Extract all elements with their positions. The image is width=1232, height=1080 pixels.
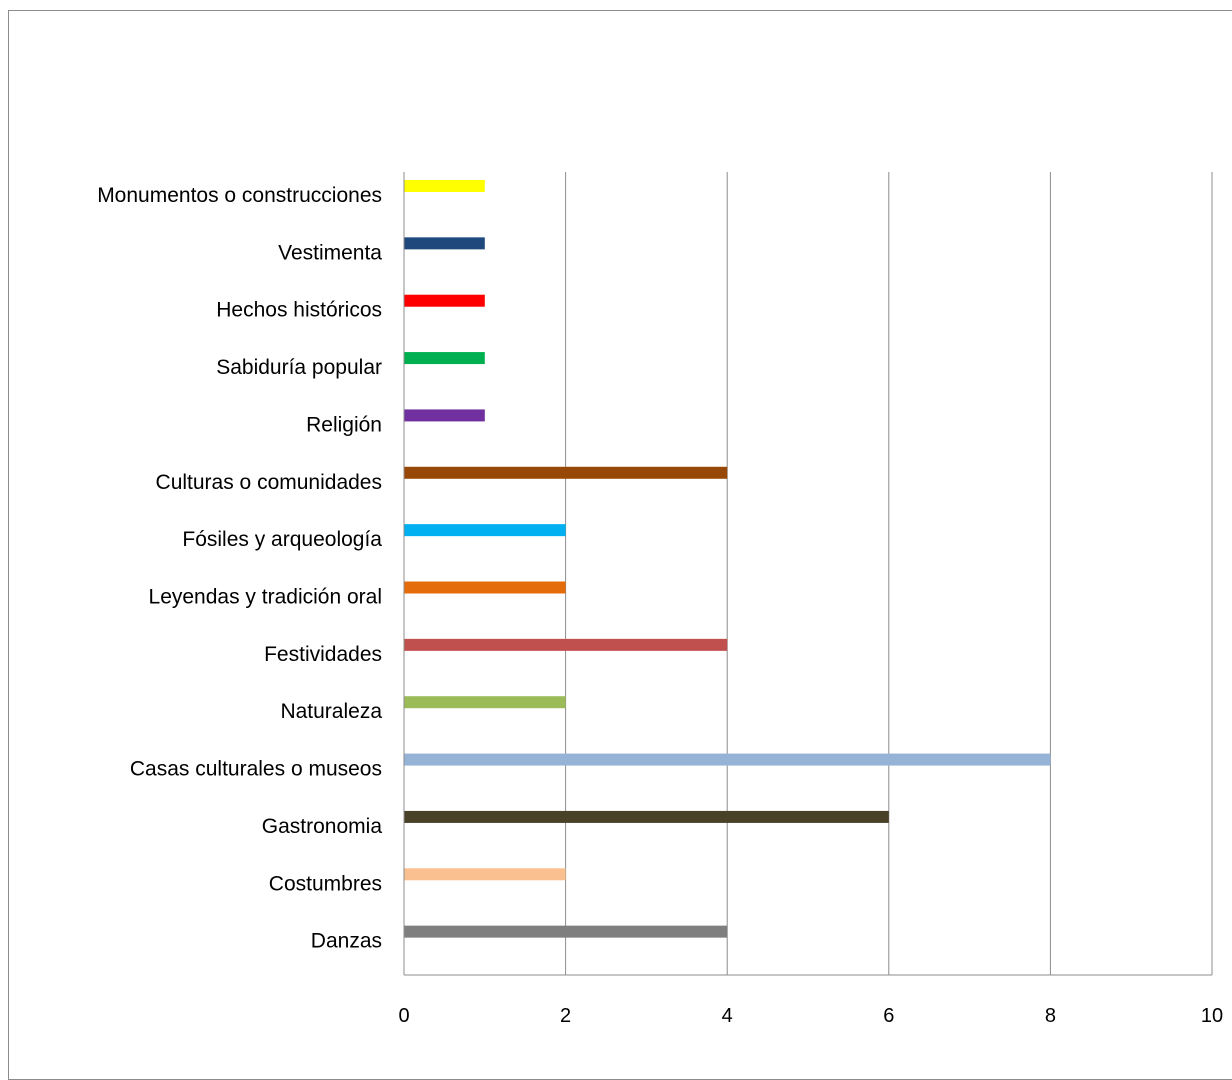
bars [404, 180, 1051, 938]
bar-vestimenta [404, 237, 485, 250]
bar-monumentos-o-construcciones [404, 180, 485, 192]
category-label-fosiles-y-arqueologia: Fósiles y arqueología [182, 528, 382, 551]
bar-festividades [404, 638, 728, 651]
category-label-sabiduria-popular: Sabiduría popular [216, 356, 382, 379]
bar-costumbres [404, 868, 566, 881]
bar-fosiles-y-arqueologia [404, 524, 566, 537]
bar-leyendas-y-tradicion-oral [404, 581, 566, 594]
category-label-naturaleza: Naturaleza [280, 700, 382, 723]
x-tick-label-2: 2 [560, 1005, 571, 1027]
bar-gastronomia [404, 810, 889, 823]
bar-hechos-historicos [404, 294, 485, 307]
axes [403, 172, 1212, 976]
category-label-culturas-o-comunidades: Culturas o comunidades [156, 471, 382, 494]
bar-sabiduria-popular [404, 352, 485, 365]
bar-religion [404, 409, 485, 422]
bar-culturas-o-comunidades [404, 466, 728, 479]
category-label-religion: Religión [306, 413, 382, 436]
gridlines [565, 172, 1213, 975]
x-tick-label-4: 4 [722, 1005, 733, 1027]
bar-casas-culturales-o-museos [404, 753, 1051, 766]
x-tick-label-8: 8 [1045, 1005, 1056, 1027]
category-label-hechos-historicos: Hechos históricos [216, 299, 382, 322]
category-label-leyendas-y-tradicion-oral: Leyendas y tradición oral [149, 586, 382, 609]
category-label-casas-culturales-o-museos: Casas culturales o museos [130, 758, 382, 781]
category-label-gastronomia: Gastronomia [262, 815, 383, 838]
category-label-vestimenta: Vestimenta [278, 241, 382, 264]
labels: 0 2 4 6 8 10 Danzas Costumbres Gastronomia Casas … [97, 184, 1223, 1027]
bar-danzas [404, 925, 728, 938]
bar-naturaleza [404, 696, 566, 709]
category-label-monumentos-o-construcciones: Monumentos o construcciones [97, 184, 382, 207]
x-tick-label-6: 6 [883, 1005, 894, 1027]
category-label-festividades: Festividades [264, 643, 382, 666]
x-tick-label-0: 0 [398, 1005, 409, 1027]
x-tick-label-10: 10 [1201, 1005, 1223, 1027]
category-label-danzas: Danzas [311, 930, 382, 953]
category-label-costumbres: Costumbres [269, 872, 382, 895]
